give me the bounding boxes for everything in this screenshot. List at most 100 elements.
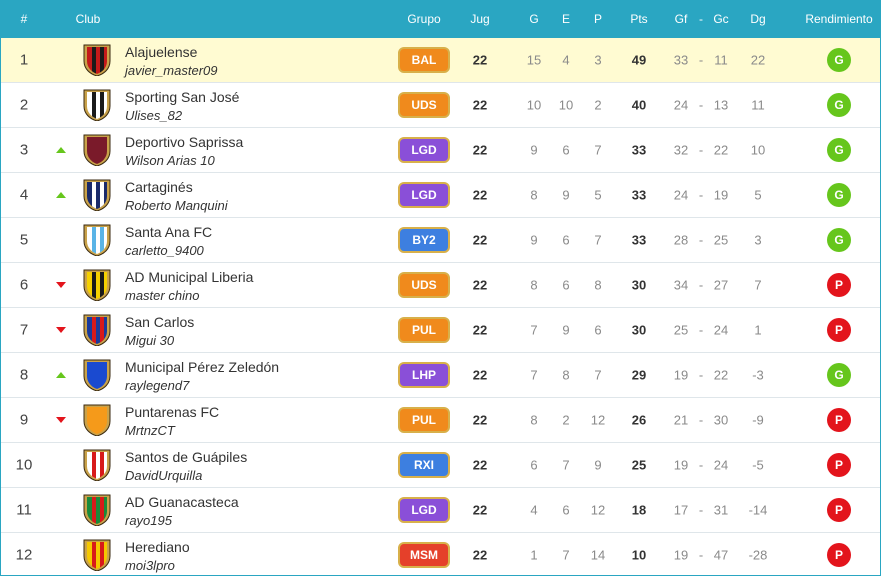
stat-e: 6	[562, 142, 570, 158]
stat-sep: -	[698, 322, 704, 338]
header-group: Grupo	[407, 12, 441, 26]
club-crest	[83, 539, 111, 571]
trend-up	[56, 372, 66, 378]
stat-dg: 10	[750, 142, 766, 158]
club-name: Deportivo Saprissa	[125, 134, 244, 150]
position: 4	[19, 186, 29, 204]
header-sep: -	[699, 12, 703, 26]
stat-gc: 22	[713, 142, 729, 158]
stat-dg: -28	[748, 547, 768, 563]
position: 1	[19, 51, 29, 69]
stat-gc: 22	[713, 367, 729, 383]
club-crest	[83, 269, 111, 301]
performance: G	[827, 363, 851, 387]
stat-g: 8	[530, 187, 538, 203]
group-badge: PUL	[398, 317, 450, 343]
club-name: Santa Ana FC	[125, 224, 213, 240]
stat-p: 12	[590, 502, 606, 518]
stat-gf: 24	[673, 187, 689, 203]
stat-gc: 30	[713, 412, 729, 428]
standings-row: 7 San Carlos Migui 30 PUL 22 7 9 6 25 24 1 - 30 P	[1, 308, 880, 353]
club-name: Alajuelense	[125, 44, 198, 60]
stat-e: 7	[562, 457, 570, 473]
stat-sep: -	[698, 412, 704, 428]
stat-gf: 34	[673, 277, 689, 293]
trend-up	[56, 147, 66, 153]
points: 25	[631, 457, 647, 473]
stat-dg: -5	[752, 457, 764, 473]
played: 22	[472, 277, 488, 293]
club-name: San Carlos	[125, 314, 195, 330]
club-crest	[83, 404, 111, 436]
stat-g: 1	[530, 547, 538, 563]
stat-p: 2	[594, 97, 602, 113]
position: 11	[16, 501, 32, 519]
club-name: Cartaginés	[125, 179, 193, 195]
club-name: AD Guanacasteca	[125, 494, 239, 510]
manager-name: javier_master09	[125, 63, 218, 78]
stat-sep: -	[698, 502, 704, 518]
standings-row: 10 Santos de Guápiles DavidUrquilla RXI 22 6…	[1, 443, 880, 488]
stat-sep: -	[698, 142, 704, 158]
stat-dg: 5	[754, 187, 762, 203]
club-crest	[83, 179, 111, 211]
stat-g: 9	[530, 142, 538, 158]
club-crest	[83, 449, 111, 481]
stat-e: 7	[562, 547, 570, 563]
manager-name: MrtnzCT	[125, 423, 175, 438]
stat-gf: 33	[673, 52, 689, 68]
club-crest	[83, 314, 111, 346]
standings-row: 1 Alajuelense javier_master09 BAL 22 15 4 3 33 1…	[1, 38, 880, 83]
stat-gc: 19	[713, 187, 729, 203]
played: 22	[472, 142, 488, 158]
played: 22	[472, 367, 488, 383]
stat-e: 6	[562, 277, 570, 293]
stat-gc: 25	[713, 232, 729, 248]
stat-dg: -3	[752, 367, 764, 383]
club-name: Sporting San José	[125, 89, 240, 105]
standings-row: 12 Herediano moi3lpro MSM 22 1 7 14 19 47 -28 - 10 P	[1, 533, 880, 575]
performance: G	[827, 48, 851, 72]
standings-row: 4 Cartaginés Roberto Manquini LGD 22 8 9 5 24 19…	[1, 173, 880, 218]
performance: P	[827, 453, 851, 477]
header-p: P	[593, 12, 603, 26]
points: 33	[631, 232, 647, 248]
group-badge: BAL	[398, 47, 450, 73]
club-name: Municipal Pérez Zeledón	[125, 359, 280, 375]
manager-name: Wilson Arias 10	[125, 153, 215, 168]
standings-row: 9 Puntarenas FC MrtnzCT PUL 22 8 2 12 21 30 -9 - 26…	[1, 398, 880, 443]
stat-gf: 24	[673, 97, 689, 113]
stat-p: 8	[594, 277, 602, 293]
stat-g: 8	[530, 412, 538, 428]
stat-dg: 1	[754, 322, 762, 338]
performance: P	[827, 273, 851, 297]
standings-row: 8 Municipal Pérez Zeledón raylegend7 LHP 22…	[1, 353, 880, 398]
stat-p: 14	[590, 547, 606, 563]
position: 2	[19, 96, 29, 114]
points: 30	[631, 277, 647, 293]
stat-p: 5	[594, 187, 602, 203]
played: 22	[472, 97, 488, 113]
stat-gf: 17	[673, 502, 689, 518]
performance: P	[827, 498, 851, 522]
manager-name: Ulises_82	[125, 108, 183, 123]
standings-row: 3 Deportivo Saprissa Wilson Arias 10 LGD 22…	[1, 128, 880, 173]
stat-p: 7	[594, 232, 602, 248]
stat-dg: -9	[752, 412, 764, 428]
stat-e: 2	[562, 412, 570, 428]
points: 10	[631, 547, 647, 563]
header-gf: Gf	[674, 12, 688, 26]
played: 22	[472, 502, 488, 518]
points: 33	[631, 187, 647, 203]
stat-sep: -	[698, 232, 704, 248]
points: 26	[631, 412, 647, 428]
club-name: Herediano	[125, 539, 190, 555]
stat-gc: 13	[713, 97, 729, 113]
stat-gf: 28	[673, 232, 689, 248]
position: 5	[19, 231, 29, 249]
stat-gf: 21	[673, 412, 689, 428]
stat-e: 6	[562, 232, 570, 248]
club-crest	[83, 89, 111, 121]
stat-gc: 24	[713, 457, 729, 473]
points: 29	[631, 367, 647, 383]
